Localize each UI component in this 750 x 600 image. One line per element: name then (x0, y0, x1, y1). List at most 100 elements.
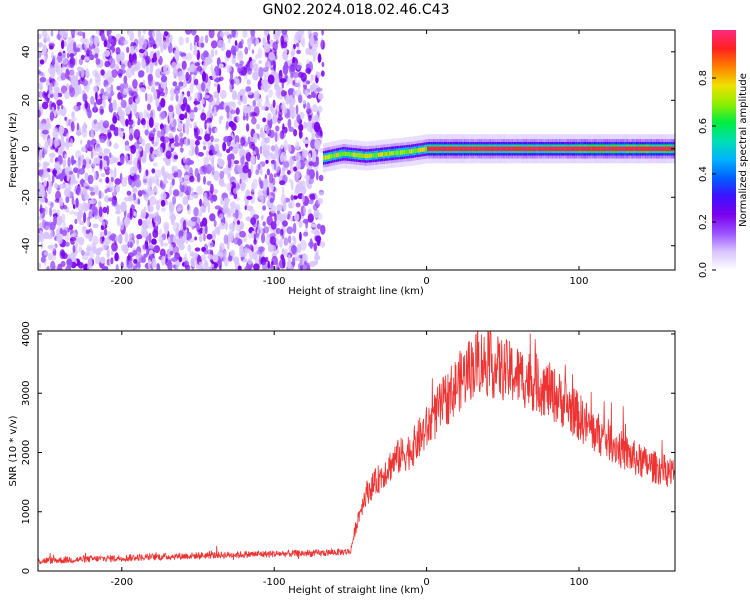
heatmap-cell (610, 146, 613, 151)
heatmap-cell (374, 153, 377, 158)
heatmap-cell (449, 146, 452, 151)
heatmap-cell (440, 146, 442, 151)
heatmap-cell (114, 178, 121, 186)
heatmap-cell (608, 146, 611, 151)
heatmap-cell (103, 148, 110, 155)
heatmap-cell (291, 106, 296, 111)
heatmap-cell (344, 151, 347, 157)
heatmap-cell (261, 139, 268, 148)
heatmap-cell (405, 149, 408, 155)
heatmap-cell (127, 254, 131, 261)
heatmap-cell (285, 36, 289, 41)
heatmap-cell (235, 141, 240, 149)
heatmap-cell (122, 88, 129, 95)
heatmap-cell (652, 146, 655, 151)
heatmap-cell (599, 146, 602, 151)
heatmap-cell (61, 105, 64, 110)
heatmap-cell (46, 265, 50, 270)
heatmap-cell (53, 215, 57, 227)
heatmap-cell (167, 173, 174, 181)
heatmap-cell (114, 167, 117, 178)
heatmap-cell (235, 107, 240, 115)
heatmap-cell (144, 129, 149, 136)
heatmap-cell (112, 101, 118, 112)
heatmap-cell (258, 177, 262, 185)
heatmap-cell (104, 165, 108, 170)
heatmap-cell (410, 149, 413, 154)
colorbar-tick-label: 0.2 (698, 214, 709, 230)
heatmap-cell (304, 89, 309, 97)
heatmap-cell (314, 139, 321, 150)
heatmap-cell (294, 152, 301, 162)
heatmap-cell (128, 52, 134, 64)
heatmap-cell (77, 185, 81, 194)
heatmap-cell (182, 196, 189, 206)
heatmap-cell (78, 58, 83, 66)
heatmap-cell (266, 186, 270, 197)
heatmap-cell (147, 103, 151, 111)
heatmap-cell (137, 190, 143, 197)
heatmap-cell (71, 195, 75, 206)
heatmap-cell (299, 35, 305, 46)
heatmap-cell (135, 261, 141, 270)
heatmap-cell (516, 146, 519, 151)
heatmap-cell (94, 71, 98, 78)
heatmap-cell (511, 146, 514, 151)
heatmap-cell (129, 30, 134, 42)
heatmap-cell (129, 152, 133, 161)
heatmap-cell (474, 146, 477, 151)
heatmap-cell (133, 59, 137, 65)
y-tick-label: 40 (21, 45, 32, 58)
heatmap-cell (129, 166, 135, 177)
heatmap-cell (267, 74, 275, 85)
heatmap-cell (305, 63, 311, 70)
heatmap-cell (273, 159, 277, 171)
heatmap-cell (218, 177, 225, 186)
x-tick-label: -200 (110, 276, 133, 287)
heatmap-cell (571, 146, 574, 151)
heatmap-cell (320, 224, 326, 235)
heatmap-cell (265, 256, 269, 263)
heatmap-cell (174, 85, 181, 91)
heatmap-cell (47, 67, 54, 74)
heatmap-cell (416, 148, 419, 153)
snr-y-ticks: 0 1000 2000 3000 4000 (21, 321, 675, 574)
y-tick-label: 2000 (21, 440, 32, 465)
heatmap-cell (408, 149, 411, 154)
heatmap-cell (262, 36, 266, 47)
heatmap-cell (93, 85, 98, 93)
heatmap-cell (58, 125, 65, 135)
heatmap-cell (197, 229, 203, 235)
heatmap-cell (260, 105, 266, 111)
heatmap-cell (321, 61, 325, 68)
heatmap-cell (103, 155, 110, 161)
heatmap-cell (305, 47, 311, 55)
heatmap-cell (52, 128, 59, 139)
heatmap-cell (275, 236, 279, 247)
snr-plot-area (38, 331, 675, 571)
heatmap-cell (162, 179, 169, 184)
heatmap-cell (265, 94, 269, 103)
heatmap-cell (639, 146, 642, 151)
heatmap-cell (276, 204, 283, 212)
heatmap-cell (377, 152, 380, 157)
heatmap-cell (251, 182, 255, 193)
heatmap-cell (398, 150, 400, 155)
heatmap-cell (59, 145, 64, 155)
heatmap-cell (621, 146, 624, 151)
heatmap-cell (557, 146, 559, 151)
heatmap-cell (43, 251, 49, 256)
heatmap-cell (115, 264, 119, 270)
heatmap-cell (115, 47, 121, 55)
heatmap-cell (183, 156, 186, 164)
heatmap-cell (194, 34, 200, 43)
heatmap-cell (200, 112, 207, 121)
heatmap-cell (260, 233, 266, 244)
heatmap-cell (313, 56, 316, 62)
heatmap-cell (615, 146, 618, 151)
heatmap-cell (66, 173, 70, 182)
heatmap-cell (191, 190, 194, 197)
heatmap-cell (109, 57, 116, 69)
heatmap-cell (341, 151, 344, 157)
heatmap-cell (238, 44, 244, 49)
